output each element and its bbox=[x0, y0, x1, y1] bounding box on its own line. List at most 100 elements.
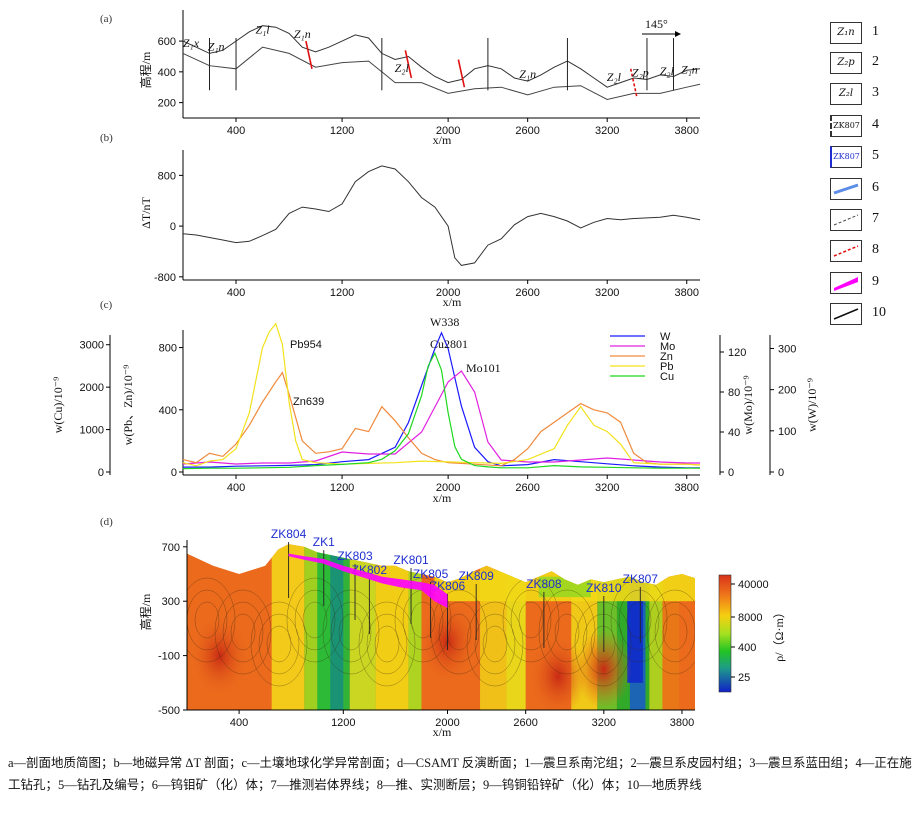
cu-tick-label: 2000 bbox=[80, 382, 104, 394]
pbzn-axis-label: w(Pb、Zn)/10⁻⁹ bbox=[121, 365, 135, 446]
legend-symbol bbox=[830, 303, 862, 325]
legend-number: 9 bbox=[872, 274, 879, 289]
contour-line bbox=[482, 625, 508, 663]
contour-line bbox=[230, 613, 256, 651]
contour-line bbox=[258, 613, 300, 675]
y-tick-label: 600 bbox=[158, 36, 176, 48]
x-tick-label: 1200 bbox=[330, 482, 354, 494]
zn-peak-label: Zn639 bbox=[293, 396, 324, 408]
legend-item-1: Z₁n 1 bbox=[830, 22, 920, 46]
resistivity-band bbox=[271, 544, 305, 710]
formation-label: Z₂l bbox=[607, 70, 622, 84]
legend-item-2: Z₂p 2 bbox=[830, 52, 920, 76]
borehole-label: ZK809 bbox=[458, 569, 494, 583]
w-tick-label: 300 bbox=[778, 343, 796, 355]
borehole-label: ZK805 bbox=[413, 567, 449, 581]
contour-line bbox=[654, 601, 695, 663]
x-tick-label: 2000 bbox=[436, 287, 460, 299]
legend-number: 4 bbox=[872, 117, 879, 132]
pbzn-tick-label: 0 bbox=[171, 467, 177, 479]
resistivity-band bbox=[662, 544, 680, 710]
resistivity-band bbox=[330, 544, 344, 710]
colorbar bbox=[718, 574, 732, 693]
contour-line bbox=[322, 589, 380, 675]
legend-number: 6 bbox=[872, 180, 879, 195]
x-tick-label: 400 bbox=[230, 717, 248, 729]
cu-tick-label: 0 bbox=[98, 467, 104, 479]
contour-line bbox=[474, 613, 516, 675]
formation-boundary-line bbox=[182, 46, 701, 101]
x-tick-label: 1200 bbox=[331, 717, 355, 729]
panel-d-ylabel: 高程/m bbox=[138, 593, 153, 630]
formation-label: Z₁n bbox=[294, 27, 311, 41]
strike-direction: 145° bbox=[645, 17, 668, 31]
resistivity-band bbox=[375, 544, 409, 710]
w-cu-pb-zn-orebody bbox=[288, 553, 448, 608]
legend-label-cu: Cu bbox=[660, 371, 674, 383]
panel-c: (c) w(Cu)/10⁻⁹ w(Pb、Zn)/10⁻⁹ w(Mo)/10⁻⁹ … bbox=[51, 299, 819, 505]
legend-number: 3 bbox=[872, 85, 879, 100]
y-tick-label: -500 bbox=[158, 705, 180, 717]
y-tick-label: -100 bbox=[158, 651, 180, 663]
formation-label: Z₂l bbox=[660, 64, 675, 78]
contour-line bbox=[286, 577, 344, 663]
pbzn-tick-label: 800 bbox=[159, 343, 177, 355]
contour-line bbox=[538, 589, 596, 675]
legend-number: 10 bbox=[872, 305, 886, 320]
resistivity-band bbox=[480, 544, 507, 710]
x-tick-label: 2600 bbox=[513, 717, 537, 729]
legend-item-4: ZK807 4 bbox=[830, 115, 920, 139]
resistivity-band bbox=[506, 544, 526, 710]
pb-peak-label: Pb954 bbox=[290, 339, 322, 351]
mo-peak-label: Mo101 bbox=[466, 361, 501, 375]
contour-line bbox=[187, 577, 236, 663]
mo-series-line bbox=[182, 370, 700, 465]
x-tick-label: 3800 bbox=[675, 482, 699, 494]
contour-line bbox=[366, 613, 408, 675]
colorbar-tick-label: 400 bbox=[738, 642, 756, 654]
x-tick-label: 400 bbox=[227, 287, 245, 299]
contour-line bbox=[187, 589, 228, 651]
contour-line bbox=[446, 613, 472, 651]
x-tick-label: 2600 bbox=[515, 482, 539, 494]
legend-symbol bbox=[830, 240, 862, 262]
contour-line bbox=[574, 601, 632, 687]
panel-b-xlabel: x/m bbox=[443, 295, 462, 309]
y-tick-label: 400 bbox=[158, 67, 176, 79]
x-tick-label: 2000 bbox=[436, 125, 460, 137]
legend-number: 8 bbox=[872, 242, 879, 257]
panel-c-xlabel: x/m bbox=[433, 491, 452, 505]
contour-line bbox=[546, 601, 588, 663]
contour-line bbox=[302, 601, 328, 639]
figure-caption: a—剖面地质简图；b—地磁异常 ΔT 剖面；c—土壤地球化学异常剖面；d—CSA… bbox=[8, 756, 912, 792]
x-tick-label: 2600 bbox=[515, 125, 539, 137]
contour-line bbox=[554, 613, 580, 651]
colorbar-tick-label: 25 bbox=[738, 672, 750, 684]
pb-series-line bbox=[182, 322, 701, 467]
cu-tick-label: 3000 bbox=[80, 340, 104, 352]
fault-line bbox=[404, 50, 413, 79]
panel-a-ylabel: 高程/m bbox=[138, 51, 153, 88]
cu-peak-label: Cu2801 bbox=[430, 337, 468, 351]
panel-b-tag: (b) bbox=[100, 132, 113, 144]
contour-line bbox=[438, 601, 480, 663]
contour-line bbox=[330, 601, 372, 663]
resistivity-section bbox=[187, 544, 695, 710]
contour-line bbox=[338, 613, 364, 651]
panel-b: (b) ΔT/nT x/m 800 0 -800 400 1200 2000 2600 32… bbox=[100, 132, 701, 309]
formation-label: Z₂p bbox=[632, 65, 649, 79]
y-tick-label: 800 bbox=[158, 170, 176, 182]
legend-label-zn: Zn bbox=[660, 351, 673, 363]
contour-line bbox=[358, 601, 416, 687]
x-tick-label: 2000 bbox=[435, 717, 459, 729]
x-tick-label: 1200 bbox=[330, 125, 354, 137]
contour-line bbox=[194, 601, 220, 639]
panel-d-xlabel: x/m bbox=[433, 725, 452, 739]
topography-line bbox=[182, 25, 701, 88]
legend-item-8: 8 bbox=[830, 240, 920, 264]
contour-line bbox=[662, 613, 688, 651]
x-tick-label: 3200 bbox=[592, 717, 616, 729]
mo-tick-label: 40 bbox=[728, 427, 740, 439]
borehole-label: ZK807 bbox=[623, 572, 659, 586]
